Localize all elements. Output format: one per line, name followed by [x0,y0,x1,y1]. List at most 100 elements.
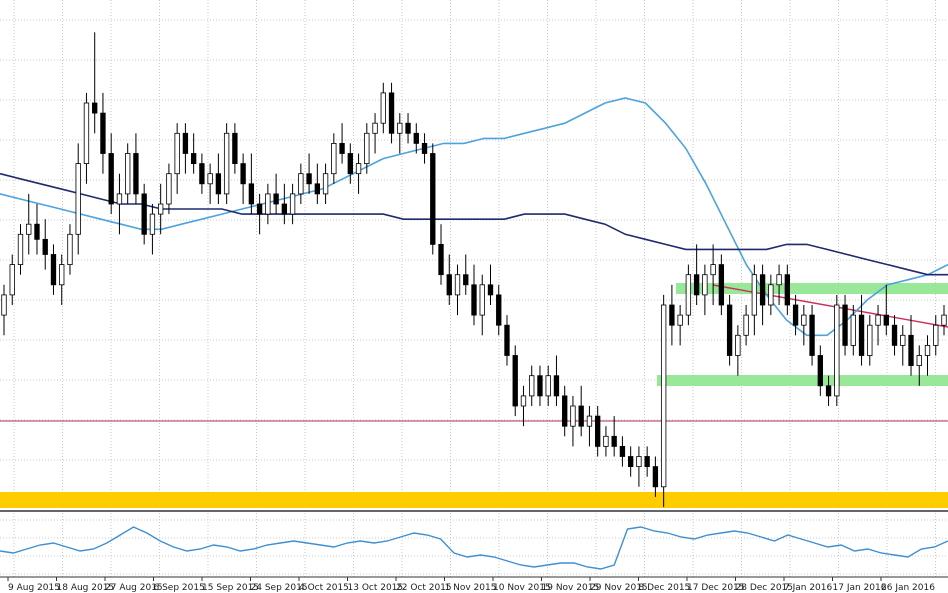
candle [314,163,321,204]
candle [67,224,73,275]
x-tick-label: 27 Aug 2015 [105,583,163,593]
candle [850,305,856,356]
candle-body-down [141,193,147,235]
candle-body-down [281,203,288,215]
candle-body-up [83,102,90,164]
candle [397,113,403,154]
candle-body-up [941,314,947,326]
candle-body-down [430,153,436,245]
candle [232,123,238,174]
candle [858,294,865,366]
candle [916,345,922,386]
candle [190,133,197,174]
resistance-zone-green [676,283,948,294]
candle [751,264,758,336]
candle-body-down [108,153,114,205]
candle-body-up [265,193,271,215]
candle [710,244,716,305]
candle [677,305,683,346]
candle-body-up [685,274,692,316]
candle-body-down [858,314,865,356]
candle-body-up [529,375,535,397]
candle [652,456,659,497]
candle [413,123,419,154]
x-tick-label: 7 Jan 2016 [784,583,832,593]
candle [834,294,840,406]
candle-body-down [652,466,659,488]
candle-body-up [372,122,378,134]
candle [776,264,782,305]
candle [570,395,576,447]
candle [842,294,848,356]
candle-body-down [405,122,411,134]
candle-body-up [116,193,123,205]
candle-body-down [726,304,733,356]
candle-body-down [496,294,502,326]
candle [372,113,378,154]
candle-body-up [125,153,131,195]
candle-body-down [842,304,848,346]
candle-body-up [157,203,164,215]
candle-body-up [454,274,461,296]
candle [792,294,799,336]
candle-body-up [322,173,329,195]
candle [529,365,535,406]
candle-body-up [9,264,15,296]
candle [446,254,452,305]
candle [586,406,593,447]
candle-body-down [504,324,510,356]
candle [809,305,815,366]
candle [941,305,947,336]
x-tick-label: 4 Oct 2015 [299,583,349,593]
candles [1,32,947,507]
candle-body-down [190,153,197,164]
candle [339,123,345,164]
candle [611,416,617,457]
candle [207,163,213,204]
candle [26,193,32,255]
candle-body-down [182,132,189,154]
candle [347,143,353,184]
candle-body-down [133,153,139,195]
candle [273,173,279,215]
annotations [0,283,948,508]
candle [34,204,40,255]
candle [92,32,98,134]
candle-body-up [17,233,24,266]
candle-body-up [331,142,337,175]
candle [182,123,189,174]
candle-body-down [306,173,312,185]
candle-body-up [710,264,716,276]
candle-body-up [834,304,840,397]
candle-body-down [421,142,428,154]
candle-body-up [289,193,296,215]
candle-body-down [42,238,48,255]
candle [578,385,584,437]
candle-body-down [669,304,675,326]
candle [562,385,568,437]
candle [1,284,7,336]
candle-body-up [875,314,881,326]
candle [265,183,271,225]
x-tick-label: 24 Sep 2015 [251,583,308,593]
candle-body-down [50,254,57,286]
candle-body-up [174,132,180,175]
candle-body-down [339,142,345,154]
x-tick-label: 1 Nov 2015 [445,583,497,593]
candle-body-down [562,395,568,427]
candle [735,325,741,376]
candle [471,264,477,326]
candle-body-down [215,173,222,195]
candle-body-up [776,274,782,286]
candle-body-down [388,92,395,134]
candle [496,284,502,336]
candle [50,244,57,295]
candle [875,305,881,346]
candle [174,123,180,194]
candle [405,113,411,144]
candle-body-down [463,274,469,286]
x-tick-label: 10 Nov 2015 [493,583,551,593]
candle-body-down [413,132,419,144]
